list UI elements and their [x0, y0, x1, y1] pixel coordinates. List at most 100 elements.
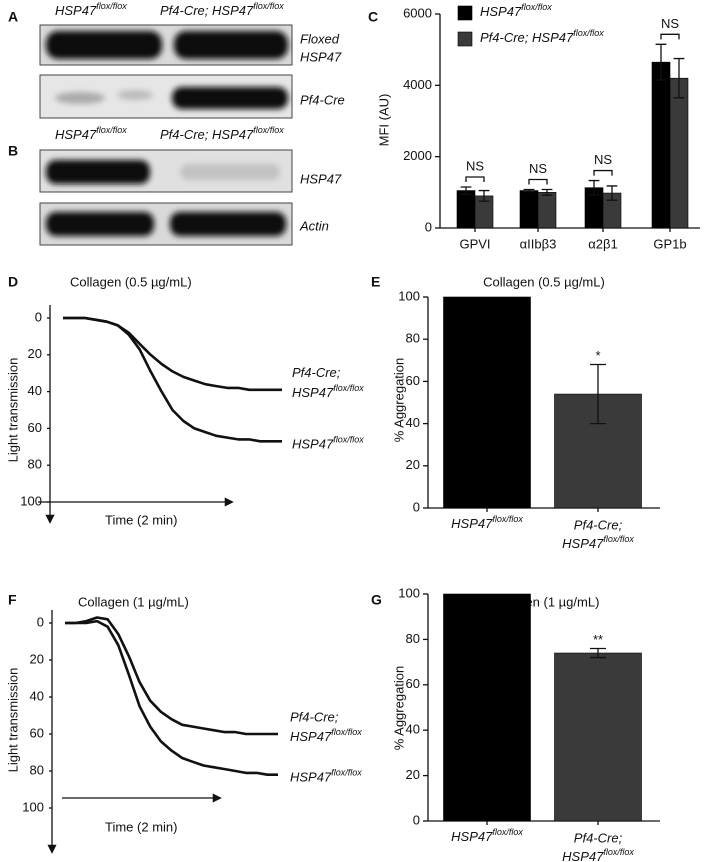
panel-label: E — [371, 274, 380, 290]
y-tick-label: 6000 — [403, 5, 432, 20]
x-tick-label-main: HSP47 — [562, 849, 604, 862]
legend-label-sup: flox/flox — [573, 28, 604, 38]
x-tick-label-sup: flox/flox — [603, 847, 634, 857]
x-tick-label-main: HSP47 — [451, 829, 493, 844]
blot-band — [174, 31, 288, 59]
bar — [443, 593, 531, 822]
y-axis-label: % Aggregation — [391, 358, 406, 443]
blot-band — [46, 31, 162, 59]
y-tick-label: 60 — [406, 373, 420, 388]
error-bar — [590, 363, 606, 425]
y-axis-label: Light transmission — [5, 668, 20, 773]
y-tick-label: 2000 — [403, 148, 432, 163]
error-bar — [460, 186, 472, 195]
legend-swatch — [457, 31, 473, 47]
blot-row-label: Pf4-Cre — [300, 92, 345, 107]
error-bar — [523, 188, 535, 193]
significance-label: NS — [661, 16, 679, 31]
x-tick-label: α2β1 — [588, 236, 617, 251]
significance-label: NS — [594, 152, 612, 167]
bar — [651, 61, 671, 229]
significance-bracket — [465, 176, 485, 182]
significance-label: * — [595, 348, 600, 363]
trace-line — [65, 619, 278, 776]
blot-band — [46, 212, 154, 236]
blot-band — [170, 212, 286, 236]
blot-header-sup: flox/flox — [253, 125, 284, 135]
y-tick-label: 40 — [406, 415, 420, 430]
x-tick-label-sup: flox/flox — [603, 534, 634, 544]
bar — [537, 192, 557, 229]
blot-smudge — [55, 92, 105, 104]
legend-label: HSP47flox/flox — [480, 2, 552, 19]
legend-label: Pf4-Cre; HSP47flox/flox — [480, 28, 604, 45]
panel-label: B — [8, 143, 18, 159]
trace-label: HSP47flox/flox — [292, 383, 364, 400]
y-tick-label: 60 — [406, 676, 420, 691]
y-tick-label: 0 — [413, 499, 420, 514]
x-tick-label: HSP47flox/flox — [562, 534, 634, 551]
y-tick-label: 0 — [35, 309, 42, 324]
significance-label: NS — [529, 161, 547, 176]
y-tick-label: 80 — [28, 457, 42, 472]
x-tick-label: GP1b — [653, 236, 686, 251]
blot-row-label: HSP47 — [300, 49, 342, 64]
trace-line — [63, 316, 282, 392]
y-tick-label: 80 — [30, 762, 44, 777]
blot-header-main: HSP47 — [55, 127, 97, 142]
x-tick-label: αIIbβ3 — [520, 236, 557, 251]
trace-line — [65, 616, 278, 736]
error-bar — [590, 647, 606, 659]
significance-label: ** — [593, 632, 603, 647]
blot-band — [46, 160, 150, 184]
trace-label-main: HSP47 — [290, 770, 332, 785]
y-tick-label: 40 — [30, 688, 44, 703]
blot-b — [39, 149, 293, 246]
x-tick-label: HSP47flox/flox — [451, 514, 523, 531]
y-tick-label: 20 — [406, 767, 420, 782]
trace-label-main: HSP47 — [292, 437, 334, 452]
bar — [456, 190, 476, 229]
x-tick-label-main: HSP47 — [451, 516, 493, 531]
blot-header-sup: flox/flox — [96, 1, 127, 11]
trace-label-sup: flox/flox — [333, 383, 364, 393]
blot-a — [39, 24, 293, 119]
panel-label: A — [8, 9, 18, 25]
bar — [519, 190, 539, 229]
significance-bracket — [593, 169, 613, 176]
trace-label-main: HSP47 — [290, 729, 332, 744]
trace-line — [63, 316, 282, 443]
blot-header: HSP47flox/flox — [55, 125, 127, 142]
trace-label-sup: flox/flox — [331, 768, 362, 778]
y-tick-label: 40 — [28, 383, 42, 398]
error-bar — [478, 189, 490, 202]
y-tick-label: 100 — [398, 288, 420, 303]
error-bar — [588, 179, 600, 196]
y-tick-label: 20 — [406, 457, 420, 472]
legend-label-sup: flox/flox — [521, 2, 552, 12]
blot-row-label: Actin — [299, 218, 329, 233]
x-axis-label: Time (2 min) — [105, 819, 177, 834]
trace-label-sup: flox/flox — [331, 727, 362, 737]
significance-label: NS — [466, 158, 484, 173]
y-tick-label: 20 — [30, 651, 44, 666]
blot-header-main: Pf4-Cre; HSP47 — [160, 127, 254, 142]
x-tick-label-sup: flox/flox — [492, 827, 523, 837]
blot-header-sup: flox/flox — [253, 1, 284, 11]
y-tick-label: 4000 — [403, 77, 432, 92]
bar — [669, 77, 689, 229]
bar — [554, 652, 642, 822]
y-tick-label: 0 — [413, 812, 420, 827]
blot-header: HSP47flox/flox — [55, 1, 127, 18]
legend-swatch — [457, 5, 473, 21]
x-tick-label: HSP47flox/flox — [562, 847, 634, 862]
y-tick-label: 40 — [406, 722, 420, 737]
panel-label: C — [368, 9, 378, 25]
y-tick-label: 0 — [37, 614, 44, 629]
blot-header: Pf4-Cre; HSP47flox/flox — [160, 1, 284, 18]
y-tick-label: 0 — [425, 219, 432, 234]
significance-bracket — [660, 33, 680, 40]
chart-title: Collagen (0.5 µg/mL) — [70, 274, 192, 289]
